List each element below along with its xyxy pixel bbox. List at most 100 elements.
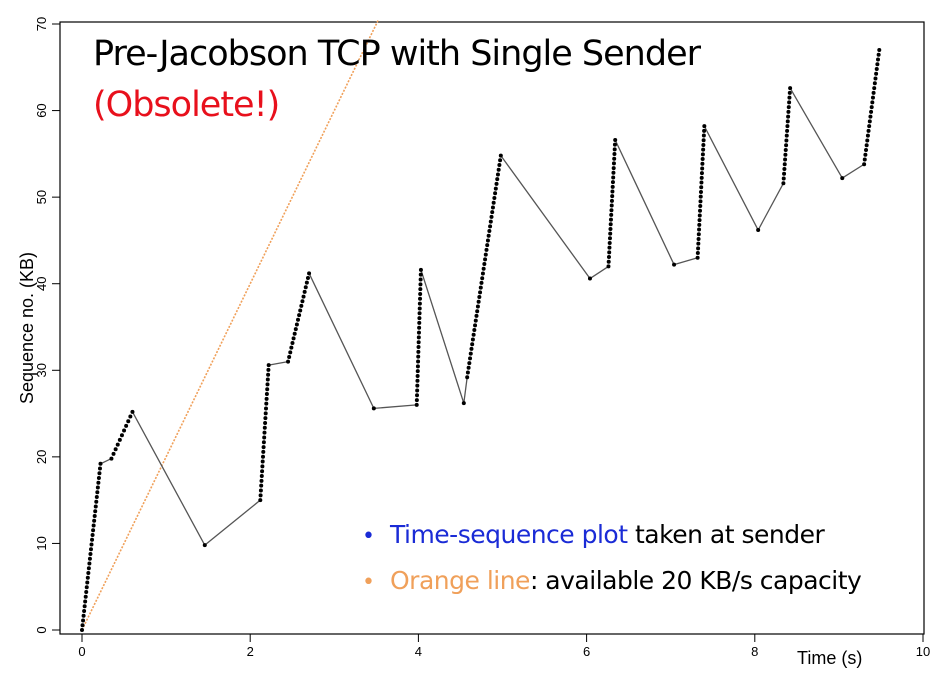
data-point xyxy=(479,280,484,285)
data-point xyxy=(495,177,500,182)
data-point xyxy=(611,170,616,175)
data-point xyxy=(784,133,789,138)
data-point xyxy=(672,262,677,267)
data-point xyxy=(473,318,478,323)
data-point xyxy=(288,350,293,355)
data-point xyxy=(491,200,496,205)
data-point xyxy=(864,143,869,148)
data-point xyxy=(260,469,265,474)
y-axis-title: Sequence no. (KB) xyxy=(17,252,37,404)
data-point xyxy=(478,290,483,295)
data-point xyxy=(417,311,422,316)
data-point xyxy=(417,325,422,330)
data-point xyxy=(877,47,882,52)
legend-text: : available 20 KB/s capacity xyxy=(529,566,862,595)
data-point xyxy=(612,152,617,157)
data-point xyxy=(266,363,271,368)
y-tick-label: 60 xyxy=(34,103,49,117)
data-point xyxy=(266,367,271,372)
trace-segment xyxy=(100,458,112,465)
data-point xyxy=(301,294,306,299)
data-point xyxy=(473,323,478,328)
data-point xyxy=(493,191,498,196)
data-point xyxy=(259,483,264,488)
data-point xyxy=(612,156,617,161)
data-point xyxy=(91,523,96,528)
data-point xyxy=(415,393,420,398)
data-point xyxy=(701,142,706,147)
data-point xyxy=(696,241,701,246)
data-point xyxy=(97,471,102,476)
data-point xyxy=(292,331,297,336)
data-point xyxy=(606,264,611,269)
data-point xyxy=(416,345,421,350)
data-point xyxy=(587,276,592,281)
data-point xyxy=(480,271,485,276)
data-point xyxy=(86,571,91,576)
data-point xyxy=(870,100,875,105)
data-point xyxy=(259,474,264,479)
data-point xyxy=(786,114,791,119)
data-point xyxy=(875,62,880,67)
data-point xyxy=(864,147,869,152)
data-point xyxy=(697,213,702,218)
data-point xyxy=(97,466,102,471)
data-point xyxy=(93,509,98,514)
legend-text: taken at sender xyxy=(627,520,825,549)
data-point xyxy=(418,296,423,301)
data-point xyxy=(469,346,474,351)
data-point xyxy=(696,246,701,251)
data-point xyxy=(111,451,116,456)
data-point xyxy=(291,336,296,341)
data-point xyxy=(263,411,268,416)
data-point xyxy=(84,585,89,590)
data-point xyxy=(611,175,616,180)
data-point xyxy=(418,287,423,292)
data-point xyxy=(609,212,614,217)
trace-segment xyxy=(308,273,375,409)
data-point xyxy=(470,342,475,347)
data-point xyxy=(477,295,482,300)
data-point xyxy=(130,409,135,414)
data-point xyxy=(787,90,792,95)
data-point xyxy=(606,259,611,264)
data-point xyxy=(475,304,480,309)
slide-subtitle: (Obsolete!) xyxy=(93,85,280,125)
data-point xyxy=(302,289,307,294)
data-point xyxy=(497,163,502,168)
y-tick-label: 70 xyxy=(34,17,49,31)
data-point xyxy=(701,147,706,152)
data-point xyxy=(263,420,268,425)
data-point xyxy=(418,282,423,287)
data-point xyxy=(483,257,488,262)
data-point xyxy=(415,378,420,383)
data-point xyxy=(782,171,787,176)
data-point xyxy=(485,243,490,248)
data-point xyxy=(293,327,298,332)
data-point xyxy=(481,266,486,271)
data-point xyxy=(782,162,787,167)
data-point xyxy=(85,580,90,585)
y-tick-label: 0 xyxy=(34,626,49,633)
trace-segment xyxy=(268,360,289,366)
data-point xyxy=(202,543,207,548)
data-point xyxy=(89,542,94,547)
data-point xyxy=(486,233,491,238)
data-point xyxy=(699,180,704,185)
trace-segment xyxy=(589,265,609,280)
data-point xyxy=(698,199,703,204)
data-point xyxy=(699,171,704,176)
data-point xyxy=(863,152,868,157)
data-point xyxy=(290,341,295,346)
data-point xyxy=(701,138,706,143)
data-point xyxy=(415,364,420,369)
data-point xyxy=(122,428,127,433)
data-point xyxy=(869,105,874,110)
data-point xyxy=(610,189,615,194)
y-tick-label: 40 xyxy=(34,276,49,290)
data-point xyxy=(698,189,703,194)
data-point xyxy=(297,313,302,318)
data-point xyxy=(696,236,701,241)
data-point xyxy=(259,478,264,483)
data-point xyxy=(264,396,269,401)
